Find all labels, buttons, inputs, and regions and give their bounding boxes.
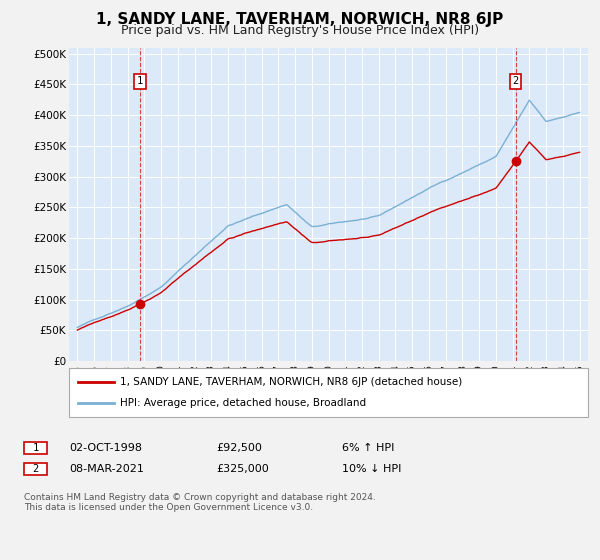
Text: 1: 1 (137, 76, 143, 86)
Text: 6% ↑ HPI: 6% ↑ HPI (342, 443, 394, 453)
Text: 02-OCT-1998: 02-OCT-1998 (69, 443, 142, 453)
Text: 2: 2 (32, 464, 38, 474)
Text: 1, SANDY LANE, TAVERHAM, NORWICH, NR8 6JP: 1, SANDY LANE, TAVERHAM, NORWICH, NR8 6J… (97, 12, 503, 27)
Text: £325,000: £325,000 (216, 464, 269, 474)
Text: Price paid vs. HM Land Registry's House Price Index (HPI): Price paid vs. HM Land Registry's House … (121, 24, 479, 36)
Text: 08-MAR-2021: 08-MAR-2021 (69, 464, 144, 474)
Text: 1: 1 (32, 443, 38, 453)
Text: £92,500: £92,500 (216, 443, 262, 453)
Text: 2: 2 (512, 76, 519, 86)
Text: 1, SANDY LANE, TAVERHAM, NORWICH, NR8 6JP (detached house): 1, SANDY LANE, TAVERHAM, NORWICH, NR8 6J… (120, 377, 462, 387)
Text: HPI: Average price, detached house, Broadland: HPI: Average price, detached house, Broa… (120, 398, 366, 408)
Text: Contains HM Land Registry data © Crown copyright and database right 2024.
This d: Contains HM Land Registry data © Crown c… (24, 493, 376, 512)
Text: 10% ↓ HPI: 10% ↓ HPI (342, 464, 401, 474)
